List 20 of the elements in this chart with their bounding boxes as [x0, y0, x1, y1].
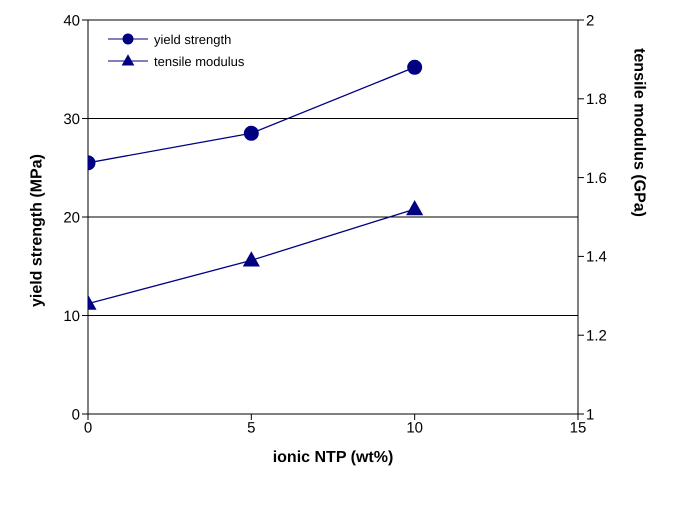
y2-tick-label: 1.6: [586, 170, 607, 187]
y2-axis-title: tensile modulus (GPa): [630, 48, 648, 217]
x-axis-title: ionic NTP (wt%): [272, 449, 394, 466]
y2-tick-label: 1.8: [586, 91, 607, 108]
y2-tick-label: 1.4: [586, 248, 607, 266]
y-tick-label: 40: [63, 12, 80, 30]
x-tick-label: 15: [570, 420, 586, 437]
y-tick-label: 30: [63, 110, 80, 128]
y-axis-title: yield strength (MPa): [28, 154, 46, 307]
x-tick-label: 0: [84, 420, 92, 437]
y2-tick-label: 2: [586, 12, 594, 30]
y2-tick-label: 1.2: [586, 328, 607, 345]
y-tick-label: 20: [63, 209, 80, 226]
y-tick-label: 10: [63, 308, 80, 325]
x-tick-label: 10: [406, 420, 424, 437]
y-tick-label: 0: [72, 406, 80, 424]
legend-label: tensile modulus: [154, 54, 244, 68]
y2-tick-label: 1: [586, 406, 594, 424]
legend-label: yield strength: [154, 32, 232, 46]
x-tick-label: 5: [247, 420, 256, 437]
